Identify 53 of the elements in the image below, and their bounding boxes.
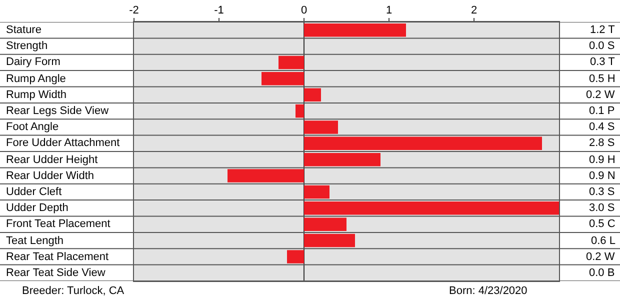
y-tick-label: Teat Length (6, 235, 64, 247)
bar (262, 72, 304, 86)
y2-tick-label: 0.6 L (591, 235, 616, 247)
bar (287, 250, 304, 264)
bar (304, 234, 355, 248)
bar (304, 185, 330, 199)
bar (304, 202, 559, 215)
y2-tick-label: 0.0 S (589, 40, 615, 52)
bar (304, 88, 321, 102)
x-tick-label: -2 (129, 4, 139, 17)
y2-tick-label: 0.9 H (589, 154, 616, 166)
y-tick-label: Strength (6, 40, 48, 52)
x-tick-label: 2 (470, 4, 478, 17)
y2-tick-label: 0.3 S (589, 186, 615, 198)
y2-tick-label: 0.2 W (586, 251, 616, 263)
text: Born: 4/23/2020 (449, 285, 528, 297)
y2-tick-label: 0.9 N (589, 170, 616, 182)
y2-tick-label: 0.0 B (589, 267, 615, 279)
x-tick-label: 1 (386, 4, 392, 17)
bar (304, 120, 338, 134)
x-tick-label: -1 (214, 4, 224, 17)
bar (278, 56, 304, 70)
y-tick-label: Udder Cleft (6, 186, 62, 198)
bar (296, 104, 304, 118)
y2-tick-label: 1.2 T (590, 24, 616, 36)
y-tick-label: Udder Depth (6, 202, 68, 214)
bar (228, 169, 304, 182)
y-tick-label: Dairy Form (6, 56, 60, 68)
y2-tick-label: 0.4 S (589, 121, 615, 133)
y2-tick-label: 0.2 W (586, 89, 616, 101)
y-tick-label: Rump Angle (6, 73, 66, 85)
y-tick-label: Rear Legs Side View (6, 105, 109, 117)
y-tick-label: Rear Udder Width (6, 170, 94, 182)
bar (304, 152, 380, 166)
bar (304, 218, 346, 231)
y-tick-label: Rear Teat Placement (6, 251, 109, 263)
y2-tick-label: 0.1 P (589, 105, 615, 117)
y-tick-label: Fore Udder Attachment (6, 137, 120, 149)
y2-tick-label: 0.5 H (589, 73, 616, 85)
y2-tick-label: 0.5 C (589, 218, 616, 230)
y-tick-label: Rear Udder Height (6, 154, 98, 166)
y-tick-label: Foot Angle (6, 121, 59, 133)
y2-tick-label: 2.8 S (589, 137, 615, 149)
y-tick-label: Stature (6, 24, 42, 36)
text: Breeder: Turlock, CA (22, 285, 125, 297)
y2-tick-label: 3.0 S (589, 202, 615, 214)
y-tick-label: Rump Width (6, 89, 67, 101)
bar (304, 23, 406, 37)
y-tick-label: Front Teat Placement (6, 218, 110, 230)
y-tick-label: Rear Teat Side View (6, 267, 106, 279)
y2-tick-label: 0.3 T (590, 56, 616, 68)
bar (304, 136, 542, 150)
x-tick-label: 0 (300, 4, 308, 17)
